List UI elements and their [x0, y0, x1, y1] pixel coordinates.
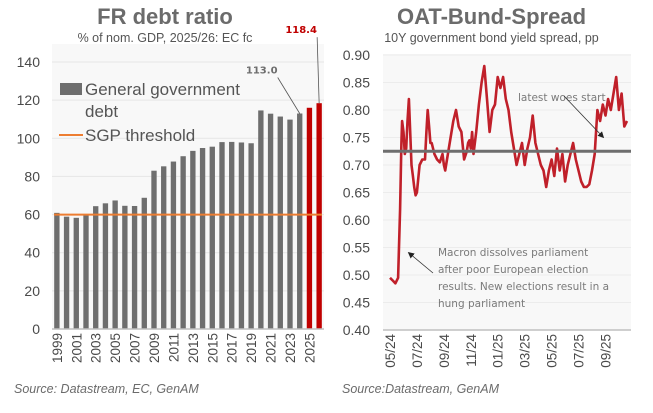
left-xtick-label: 2015 — [205, 333, 220, 363]
left-ytick-label: 140 — [17, 54, 41, 70]
right-ytick-label: 0.75 — [343, 130, 370, 146]
right-ytick-label: 0.65 — [343, 185, 370, 201]
data-label-leader — [277, 77, 301, 114]
annotation-macron-line1: Macron dissolves parliament — [438, 247, 588, 259]
debt-bar — [122, 205, 128, 329]
right-ytick-label: 0.80 — [343, 102, 370, 118]
left-xtick-label: 2009 — [147, 333, 162, 363]
debt-bar — [248, 143, 254, 329]
right-xtick-label: 05/25 — [545, 334, 560, 368]
left-xtick-label: 2023 — [283, 333, 298, 363]
right-xtick-label: 03/25 — [518, 334, 533, 368]
debt-bar — [141, 197, 147, 329]
left-xtick-label: 2021 — [264, 333, 279, 363]
right-source-note: Source:Datastream, GenAM — [342, 382, 500, 396]
debt-bar — [277, 116, 283, 330]
left-ytick-label: 80 — [24, 168, 40, 184]
debt-bar — [306, 107, 313, 330]
debt-bar — [219, 142, 225, 329]
data-label: 118.4 — [285, 25, 317, 36]
right-ytick-label: 0.60 — [343, 212, 370, 228]
left-chart-title: FR debt ratio — [97, 4, 233, 29]
left-xtick-label: 2017 — [225, 333, 240, 363]
debt-bar — [83, 213, 89, 329]
right-ytick-label: 0.50 — [343, 267, 370, 283]
debt-bar — [229, 141, 235, 329]
data-label: 113.0 — [246, 65, 278, 76]
annotation-macron-line4: hung parliament — [438, 298, 525, 310]
right-ytick-label: 0.40 — [343, 322, 370, 338]
right-ytick-label: 0.70 — [343, 157, 370, 173]
debt-bar — [190, 150, 196, 329]
right-ytick-label: 0.90 — [343, 47, 370, 63]
debt-ratio-chart: 0 20 40 60 80 100 120 140 1999 2001 2003 2005 2007 2… — [17, 25, 324, 363]
left-ytick-label: 100 — [17, 130, 41, 146]
right-xtick-label: 09/24 — [437, 334, 452, 368]
debt-bar — [170, 161, 177, 329]
left-ytick-label: 40 — [24, 245, 40, 261]
left-ytick-label: 0 — [32, 321, 40, 337]
debt-bar — [73, 217, 79, 329]
debt-ratio-panel: FR debt ratio % of nom. GDP, 2025/26: EC… — [14, 4, 324, 396]
debt-bar — [287, 119, 293, 330]
left-chart-subtitle: % of nom. GDP, 2025/26: EC fc — [77, 31, 253, 45]
left-ytick-label: 120 — [17, 92, 41, 108]
debt-bar — [238, 142, 245, 329]
legend-sgp-label: SGP threshold — [85, 126, 195, 145]
spread-chart: 0.40 0.45 0.50 0.55 0.60 0.65 0.70 0.75 0.80 0.85… — [343, 47, 631, 368]
left-xtick-label: 2019 — [244, 333, 259, 363]
right-xtick-label: 09/25 — [598, 334, 613, 368]
debt-bar — [209, 146, 215, 329]
left-xtick-label: 2005 — [108, 333, 123, 363]
data-label-leader — [316, 37, 320, 104]
debt-bar — [151, 170, 157, 329]
debt-bar — [180, 156, 186, 329]
annotation-macron-arrow — [407, 251, 434, 274]
left-xtick-label: 2007 — [128, 333, 143, 363]
annotation-latest-woes: latest woes start — [518, 92, 606, 139]
debt-bar — [131, 205, 138, 329]
debt-bar — [63, 216, 70, 329]
left-xtick-label: 2013 — [186, 333, 201, 363]
right-ytick-label: 0.85 — [343, 75, 370, 91]
left-xtick-label: 2025 — [302, 333, 317, 363]
left-ytick-label: 60 — [24, 207, 40, 223]
annotation-macron-line2: after poor European election — [438, 264, 588, 276]
right-xtick-label: 11/24 — [464, 334, 479, 367]
debt-bar — [54, 212, 60, 329]
annotation-latest-woes-arrow — [563, 95, 605, 139]
debt-bar — [267, 113, 274, 330]
debt-bar — [102, 203, 109, 329]
annotation-macron: Macron dissolves parliament after poor E… — [407, 247, 609, 310]
right-xtick-label: 07/24 — [410, 334, 425, 368]
spread-panel: OAT-Bund-Spread 10Y government bond yiel… — [330, 0, 653, 413]
right-chart-title: OAT-Bund-Spread — [396, 4, 587, 29]
legend: General government debt SGP threshold — [59, 80, 240, 145]
spread-series-line — [389, 64, 629, 285]
debt-bar — [93, 206, 99, 329]
legend-debt-swatch — [60, 83, 82, 95]
right-xtick-label: 05/24 — [383, 334, 398, 368]
right-ytick-label: 0.45 — [343, 295, 370, 311]
debt-bar — [297, 113, 303, 329]
left-xtick-label: 1999 — [50, 333, 65, 363]
debt-bar — [112, 200, 118, 329]
debt-bar — [258, 110, 264, 329]
right-xtick-label: 07/25 — [572, 334, 587, 368]
left-ytick-label: 20 — [24, 283, 40, 299]
debt-bar — [316, 103, 322, 330]
debt-bar — [161, 166, 167, 329]
legend-debt-label-line1: General government — [85, 80, 240, 99]
left-xtick-label: 2001 — [69, 333, 84, 363]
annotation-latest-woes-text: latest woes start — [518, 92, 606, 104]
legend-debt-label-line2: debt — [85, 102, 118, 121]
debt-bar — [199, 148, 206, 329]
left-xtick-label: 2003 — [89, 333, 104, 363]
left-source-note: Source: Datastream, EC, GenAM — [14, 382, 199, 396]
annotation-macron-line3: results. New elections result in a — [438, 281, 609, 293]
right-chart-subtitle: 10Y government bond yield spread, pp — [384, 31, 599, 45]
right-ytick-label: 0.55 — [343, 240, 370, 256]
right-xtick-label: 01/25 — [491, 334, 506, 368]
left-xtick-label: 2011 — [166, 333, 181, 362]
